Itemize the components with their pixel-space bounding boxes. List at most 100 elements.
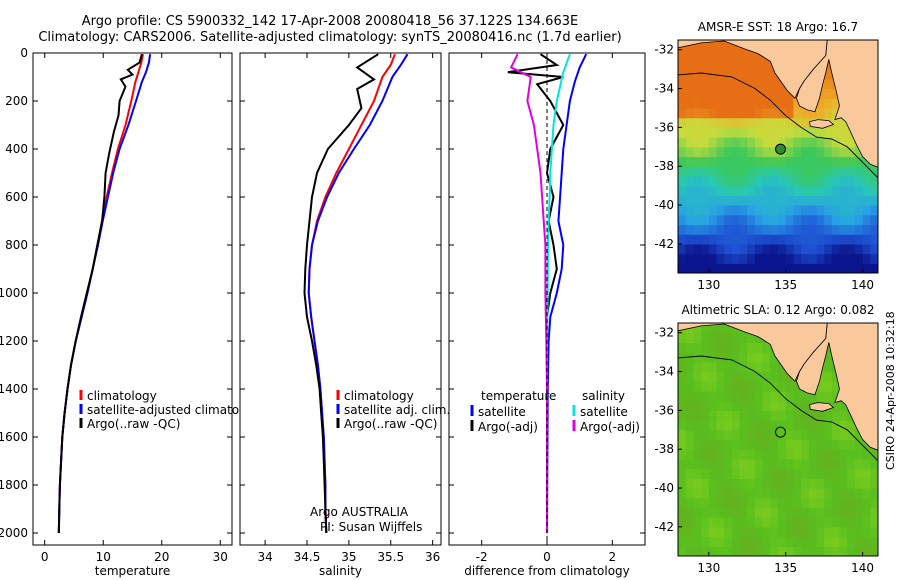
map-cell [762, 381, 771, 392]
map-cell [678, 137, 687, 148]
map-cell [762, 214, 771, 226]
map-cell [785, 458, 794, 470]
map-cell [708, 449, 718, 460]
map-cell [793, 98, 802, 109]
legend-label: Argo(..raw -QC) [87, 417, 180, 431]
map-cell [762, 137, 771, 148]
map-cell [847, 146, 856, 158]
map-cell [785, 214, 794, 226]
map-cell [747, 420, 756, 431]
map-cell [754, 185, 764, 196]
map-cell [793, 253, 802, 264]
x-tick-label: 2 [609, 550, 617, 564]
map-cell [693, 526, 702, 538]
map-cell [785, 175, 794, 187]
map-cell [685, 88, 694, 99]
map-cell [701, 468, 710, 479]
map-cell [785, 243, 794, 255]
map-cell [724, 224, 733, 235]
map-cell [824, 342, 833, 353]
map-cell [778, 420, 787, 431]
map-cell [724, 468, 733, 479]
x-tick-label: 130 [697, 278, 720, 292]
map-cell [716, 175, 725, 187]
map-cell [854, 546, 864, 556]
figure-title-line1: Argo profile: CS 5900332_142 17-Apr-2008… [81, 14, 579, 29]
map-cell [678, 468, 687, 479]
map-cell [831, 88, 841, 99]
map-cell [801, 127, 810, 138]
map-cell [685, 146, 694, 158]
map-cell [739, 478, 748, 489]
map-cell [731, 69, 741, 80]
map-cell [816, 234, 825, 245]
map-cell [778, 205, 787, 216]
map-cell [678, 205, 687, 216]
map-cell [839, 468, 848, 479]
map-cell [854, 243, 864, 255]
map-cell [770, 156, 779, 167]
map-cell [778, 243, 787, 255]
map-cell [739, 69, 748, 80]
map-cell [678, 497, 687, 509]
map-cell [724, 127, 733, 138]
map-cell [754, 175, 764, 187]
map-cell [808, 195, 818, 206]
map-cell [693, 410, 702, 421]
map-cell [839, 410, 848, 421]
map-cell [701, 352, 710, 363]
map-cell [731, 517, 741, 528]
map-cell [824, 458, 833, 470]
x-axis-label: difference from climatology [464, 564, 630, 578]
map-cell [685, 185, 694, 196]
x-tick-label: -2 [476, 550, 488, 564]
map-cell [801, 205, 810, 216]
map-cell [724, 517, 733, 528]
map-cell [785, 117, 794, 128]
map-cell [747, 526, 756, 538]
map-field [678, 323, 878, 556]
map-cell [678, 458, 687, 470]
legend-header: salinity [582, 389, 625, 403]
map-cell [693, 88, 702, 99]
y-tick-label: -38 [654, 159, 674, 173]
map-cell [716, 449, 725, 460]
map-cell [693, 497, 702, 509]
map-cell [847, 263, 856, 273]
map-cell [708, 323, 718, 334]
map-cell [678, 420, 687, 431]
map-cell [816, 175, 825, 187]
map-cell [693, 371, 702, 382]
map-cell [724, 546, 733, 556]
map-cell [762, 458, 771, 470]
map-cell [847, 478, 856, 489]
map-cell [693, 517, 702, 528]
map-cell [824, 59, 833, 70]
map-cell [747, 497, 756, 509]
map-cell [762, 166, 771, 177]
map-cell [678, 166, 687, 177]
map-cell [708, 49, 718, 60]
map-cell [701, 371, 710, 382]
map-cell [816, 166, 825, 177]
map-cell [701, 40, 710, 51]
map-cell [839, 137, 848, 148]
map-cell [785, 536, 794, 547]
map-cell [862, 488, 871, 499]
map-cell [778, 108, 787, 119]
map-cell [808, 517, 818, 528]
map-cell [724, 400, 733, 411]
map-cell [708, 185, 718, 196]
map-cell [847, 185, 856, 196]
map-cell [678, 536, 687, 547]
map-cell [839, 497, 848, 509]
map-cell [693, 49, 702, 60]
map-cell [716, 214, 725, 226]
map-cell [831, 420, 841, 431]
map-cell [839, 420, 848, 431]
map-cell [747, 517, 756, 528]
map-cell [785, 478, 794, 489]
map-cell [770, 166, 779, 177]
map-cell [754, 88, 764, 99]
map-cell [731, 98, 741, 109]
